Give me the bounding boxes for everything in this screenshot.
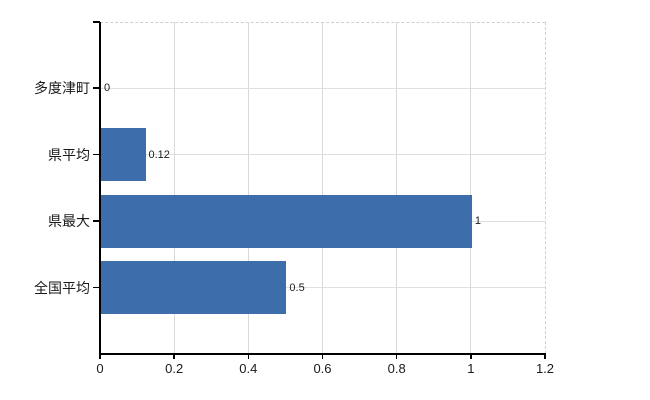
gridline-vertical [322, 22, 323, 354]
x-axis-tick [99, 354, 101, 359]
x-tick-label: 0.4 [239, 361, 258, 376]
plot-border-top [100, 22, 545, 23]
plot-border-right [545, 22, 546, 354]
gridline-vertical [247, 22, 249, 354]
category-label: 県最大 [48, 213, 90, 230]
x-axis-tick [321, 354, 324, 359]
gridline-horizontal [100, 87, 545, 89]
y-axis-tick [93, 153, 99, 156]
gridline-vertical [470, 22, 472, 354]
value-label: 0 [104, 82, 111, 95]
x-axis-line [99, 353, 546, 355]
y-axis-tick [93, 220, 99, 222]
gridline-vertical [396, 22, 398, 354]
x-tick-label: 0.6 [313, 361, 332, 376]
value-label: 1 [474, 215, 481, 228]
category-label: 全国平均 [34, 279, 90, 296]
y-axis-tick [93, 87, 99, 89]
value-label: 0.12 [148, 148, 170, 161]
bar [101, 128, 146, 182]
x-axis-tick [470, 354, 472, 359]
x-axis-tick [544, 354, 546, 359]
x-tick-label: 0.2 [165, 361, 184, 376]
x-axis-tick [173, 354, 175, 359]
x-tick-label: 1.2 [535, 361, 555, 376]
y-axis-line [99, 22, 101, 355]
value-label: 0.5 [289, 281, 305, 294]
category-label: 多度津町 [34, 80, 90, 97]
gridline-horizontal [100, 154, 545, 156]
category-label: 県平均 [48, 146, 90, 163]
bar [101, 194, 472, 248]
bar [101, 261, 287, 315]
y-axis-tick [93, 286, 99, 289]
x-tick-label: 0.8 [387, 361, 406, 376]
y-axis-end-cap [93, 21, 100, 23]
x-axis-tick [395, 354, 398, 359]
gridline-horizontal [100, 287, 545, 289]
x-axis-tick [247, 354, 250, 359]
x-tick-label: 0 [96, 361, 104, 376]
x-tick-label: 1 [467, 361, 475, 376]
gridline-vertical [173, 22, 175, 354]
